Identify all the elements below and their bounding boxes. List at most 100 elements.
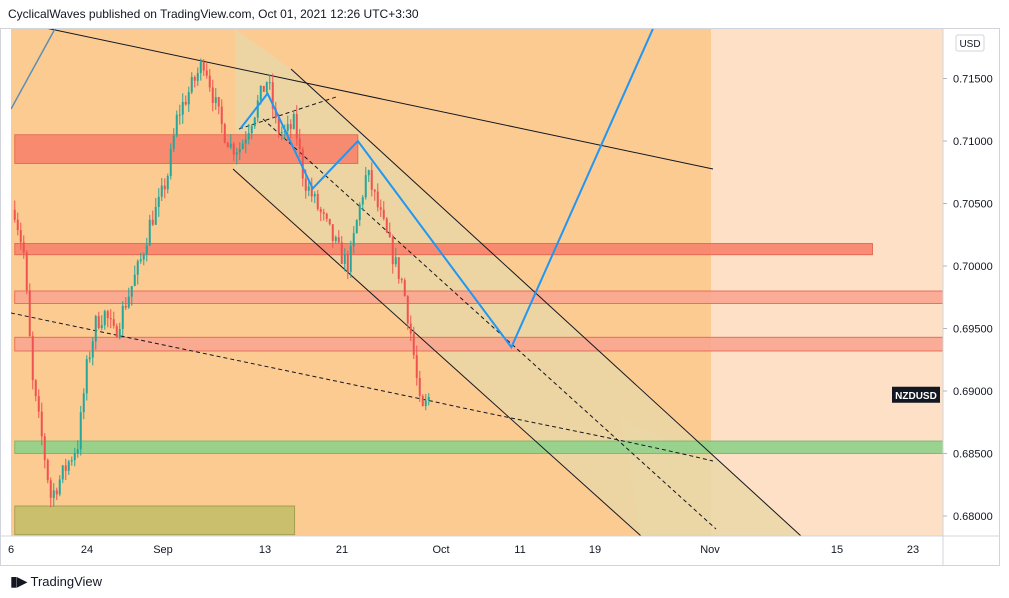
candle <box>280 126 283 141</box>
candle <box>400 277 403 284</box>
candle <box>343 248 346 272</box>
y-tick-label: 0.70000 <box>953 261 993 273</box>
candle <box>103 309 106 330</box>
candle <box>13 200 16 223</box>
candle <box>346 250 349 280</box>
x-tick-label: 11 <box>514 544 525 556</box>
candle <box>295 105 298 146</box>
candle <box>52 483 55 507</box>
candle <box>262 85 265 92</box>
candle <box>244 131 247 154</box>
candle <box>67 459 70 475</box>
y-tick-label: 0.69000 <box>953 386 993 398</box>
candle <box>190 72 193 95</box>
candle <box>418 370 421 402</box>
candle <box>292 110 295 130</box>
candle <box>199 58 202 81</box>
candle <box>46 458 49 484</box>
candle <box>112 311 115 329</box>
candle <box>82 388 85 420</box>
candle <box>97 311 100 330</box>
candle <box>223 122 226 144</box>
candle <box>421 394 424 407</box>
candle <box>394 247 397 268</box>
chart-frame[interactable]: 0.71500 0.71000 0.70500 0.70000 0.69500 0.690… <box>0 28 1000 566</box>
red-zone-upper <box>14 134 359 164</box>
descending-channel-fill <box>235 29 801 536</box>
candle <box>361 195 364 211</box>
footer-brand[interactable]: ▮▶ TradingView <box>10 573 102 590</box>
y-tick-label: 0.70500 <box>953 199 993 211</box>
candle <box>118 322 121 340</box>
candle <box>355 219 358 234</box>
candle <box>271 73 274 119</box>
left-steel-line <box>11 29 56 110</box>
x-tick-label: 24 <box>81 544 93 556</box>
candle <box>22 235 25 259</box>
green-zone <box>14 440 943 454</box>
chart-svg[interactable]: 0.71500 0.71000 0.70500 0.70000 0.69500 0.690… <box>1 29 999 565</box>
candle <box>163 178 166 199</box>
x-tick-label: 19 <box>589 544 601 556</box>
y-tick-label: 0.71500 <box>953 74 993 86</box>
symbol-tag-text: NZDUSD <box>895 391 937 402</box>
candle <box>151 210 154 227</box>
y-tick-label: 0.69500 <box>953 324 993 336</box>
candle <box>43 433 46 469</box>
candle <box>76 440 79 458</box>
candle <box>331 224 334 248</box>
candle <box>376 183 379 212</box>
candle <box>187 86 190 113</box>
candle <box>94 314 97 350</box>
candle <box>136 259 139 285</box>
y-tick-label: 0.68000 <box>953 511 993 523</box>
candle <box>79 405 82 456</box>
candle <box>157 188 160 217</box>
candle <box>424 393 427 411</box>
candle <box>148 214 151 246</box>
y-tick-label: 0.71000 <box>953 136 993 148</box>
candle <box>298 128 301 158</box>
candle <box>403 277 406 297</box>
candle <box>145 237 148 262</box>
candle <box>142 252 145 266</box>
candle <box>166 173 169 194</box>
candle <box>34 379 37 402</box>
channel-upper-line <box>290 68 802 536</box>
candle <box>184 95 187 106</box>
candle <box>133 265 136 287</box>
candle <box>109 309 112 329</box>
candle <box>250 124 253 140</box>
candle <box>25 250 28 295</box>
x-tick-label: Nov <box>700 544 720 556</box>
publish-header: CyclicalWaves published on TradingView.c… <box>8 7 419 21</box>
candle <box>139 252 142 264</box>
candle <box>409 315 412 341</box>
candle <box>229 134 232 150</box>
candle <box>379 199 382 217</box>
candle <box>211 79 214 112</box>
candle <box>367 169 370 183</box>
currency-label: USD <box>959 39 980 50</box>
currency-badge[interactable]: USD <box>955 34 985 52</box>
candle <box>202 59 205 76</box>
channel-lower-line <box>232 168 642 536</box>
candle <box>106 309 109 328</box>
candle <box>340 236 343 265</box>
candle <box>178 104 181 125</box>
candle <box>49 477 52 508</box>
x-tick-label: Oct <box>432 544 449 556</box>
candle <box>208 69 211 92</box>
x-tick-label: 23 <box>907 544 919 556</box>
olive-zone <box>14 505 296 536</box>
candle <box>232 141 235 162</box>
x-tick-label: Sep <box>153 544 173 556</box>
candle <box>124 297 127 310</box>
candle <box>214 88 217 110</box>
candle <box>172 128 175 153</box>
candle <box>205 63 208 79</box>
x-tick-label: 15 <box>831 544 843 556</box>
candle <box>415 345 418 386</box>
long-dashed-curve <box>11 312 714 462</box>
x-tick-label: 6 <box>8 544 14 556</box>
